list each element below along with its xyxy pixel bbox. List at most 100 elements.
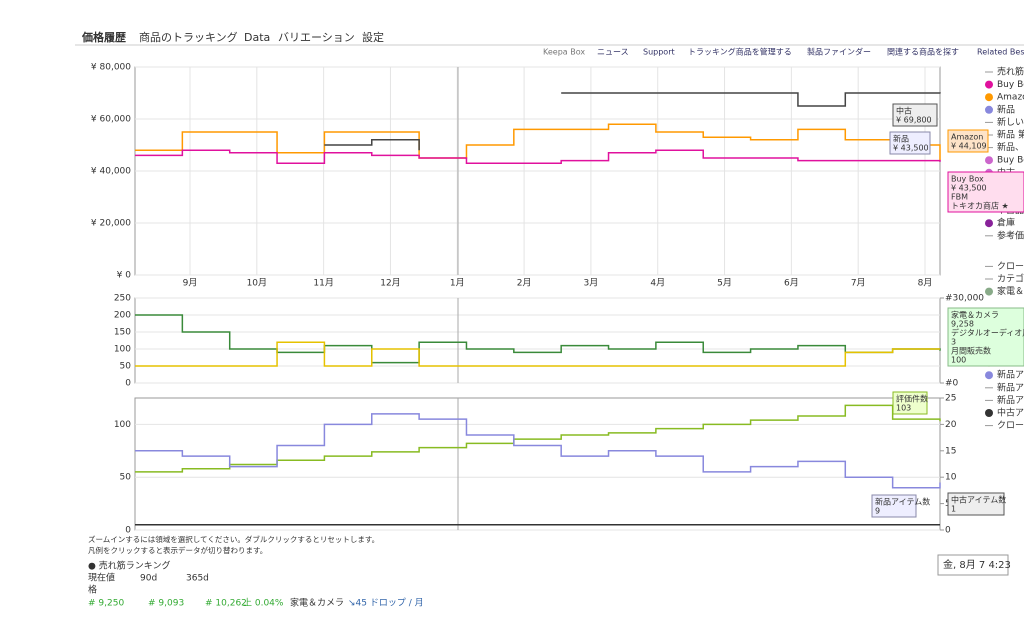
tooltip-text: 新品アイテム数: [875, 497, 930, 507]
legend-label[interactable]: 家電＆: [997, 285, 1024, 297]
footer-text: # 10,262: [205, 599, 247, 609]
series-line: [135, 413, 941, 489]
tab[interactable]: 商品のトラッキング: [139, 30, 238, 44]
y2-tick-label: #0: [945, 379, 959, 389]
legend-dot[interactable]: [985, 156, 993, 165]
x-tick-label: 6月: [784, 278, 799, 289]
x-tick-label: 8月: [918, 278, 933, 289]
legend-dot[interactable]: [985, 287, 993, 296]
legend-dot[interactable]: [985, 219, 993, 228]
legend-label[interactable]: 新品ア: [997, 381, 1024, 393]
y-tick-label: ¥ 80,000: [91, 63, 131, 73]
x-tick-label: 1月: [450, 278, 465, 289]
y-tick-label: ¥ 0: [117, 271, 132, 281]
legend-label[interactable]: クロー: [997, 420, 1024, 431]
tab[interactable]: バリエーション: [278, 31, 355, 44]
y-tick-label: 100: [114, 420, 131, 430]
tab[interactable]: 設定: [362, 30, 384, 44]
legend-label[interactable]: 中古ア: [997, 407, 1024, 419]
x-tick-label: 10月: [247, 278, 267, 289]
tooltip-text: ¥ 43,500: [951, 184, 987, 193]
tooltip-text: Amazon: [951, 133, 983, 142]
legend-dot[interactable]: [985, 93, 993, 102]
tooltip-text: FBM: [951, 193, 968, 202]
legend-label[interactable]: 新品ア: [997, 369, 1024, 381]
legend-label[interactable]: Amazon: [997, 93, 1024, 103]
tooltip-text: 月間販売数: [951, 346, 991, 356]
tab[interactable]: 価格履歴: [81, 30, 126, 44]
tooltip: [889, 131, 931, 155]
tooltip: [947, 171, 1024, 213]
tooltip-text: 中古: [896, 106, 912, 116]
legend-label[interactable]: 参考価: [997, 229, 1024, 241]
footer-text: 格: [88, 584, 97, 596]
y-tick-label: 250: [114, 294, 131, 304]
tooltip-text: ¥ 43,500: [893, 144, 929, 153]
footer-text: 上 0.04%: [243, 598, 284, 609]
date-box: [937, 554, 1009, 576]
legend-label[interactable]: 新品 第: [997, 129, 1024, 141]
y-tick-label: 150: [114, 328, 131, 338]
tooltip: [892, 103, 938, 127]
tooltip-text: デジタルオーディオ用: [951, 328, 1024, 338]
footer-text: 90d: [140, 574, 157, 584]
legend-dot[interactable]: [985, 80, 993, 89]
legend-label[interactable]: Buy Box: [997, 80, 1024, 90]
y-tick-label: 0: [125, 526, 131, 536]
y-tick-label: 100: [114, 345, 131, 355]
nav-link[interactable]: Related Best: [977, 48, 1024, 57]
legend-label[interactable]: 新品: [997, 103, 1015, 115]
nav-link[interactable]: 関連する商品を探す: [887, 47, 959, 57]
nav-link[interactable]: Support: [643, 48, 675, 57]
legend-dot[interactable]: [985, 409, 993, 417]
y2-tick-label: 20: [945, 420, 957, 430]
legend-label[interactable]: 新品、: [997, 141, 1024, 153]
tooltip: [947, 129, 989, 153]
y-tick-label: ¥ 60,000: [91, 115, 131, 125]
legend-label[interactable]: Buy Box: [997, 156, 1024, 166]
legend-label[interactable]: カテゴリ別: [997, 273, 1024, 285]
legend-label[interactable]: 売れ筋: [997, 66, 1024, 78]
plot-frame: [134, 297, 941, 384]
date: 金, 8月 7 4:23: [943, 558, 1011, 571]
nav-link[interactable]: トラッキング商品を管理する: [688, 47, 792, 57]
tooltip-text: 1: [951, 505, 956, 514]
nav-link[interactable]: ニュース: [597, 48, 629, 57]
y2-tick-label: 15: [945, 446, 956, 456]
footer-text: 凡例をクリックすると表示データが切り替わります。: [88, 545, 267, 555]
x-tick-label: 11月: [313, 278, 333, 289]
nav-link[interactable]: 製品ファインダー: [807, 47, 871, 57]
x-tick-label: 12月: [380, 278, 400, 289]
series-line: [135, 123, 941, 161]
tooltip-text: 100: [951, 356, 966, 365]
footer-text: ● 売れ筋ランキング: [88, 560, 170, 572]
tab[interactable]: Data: [244, 31, 270, 44]
tooltip: [947, 492, 1005, 516]
legend-dot[interactable]: [985, 371, 993, 380]
footer-text: 家電＆カメラ: [290, 597, 344, 609]
legend-label[interactable]: 新品ア: [997, 394, 1024, 406]
y-tick-label: 50: [120, 473, 132, 483]
legend-dot[interactable]: [985, 105, 993, 114]
tooltip-text: 中古アイテム数: [951, 495, 1006, 505]
tooltip-text: 評価件数: [896, 394, 928, 404]
x-tick-label: 5月: [717, 278, 732, 289]
y-tick-label: 50: [120, 362, 132, 372]
footer-text: # 9,093: [148, 599, 184, 609]
y2-tick-label: 0: [945, 526, 951, 536]
tooltip-text: 103: [896, 404, 911, 413]
legend-label[interactable]: 倉庫: [997, 217, 1015, 229]
footer-text: ズームインするには領域を選択してください。ダブルクリックするとリセットします。: [88, 534, 379, 544]
x-tick-label: 2月: [517, 278, 532, 289]
nav-link[interactable]: Keepa Box: [543, 48, 585, 57]
y2-tick-label: 25: [945, 394, 956, 404]
tooltip-text: 9: [875, 507, 880, 516]
series-line: [135, 149, 941, 164]
tooltip: [892, 391, 928, 415]
footer-text: ↘45 ドロップ / 月: [348, 598, 424, 609]
footer-text: 現在値: [88, 572, 115, 584]
legend-label[interactable]: クロー: [997, 261, 1024, 272]
legend-label[interactable]: 新しい: [997, 116, 1024, 128]
tooltip: [947, 307, 1024, 367]
series-line: [135, 341, 940, 367]
